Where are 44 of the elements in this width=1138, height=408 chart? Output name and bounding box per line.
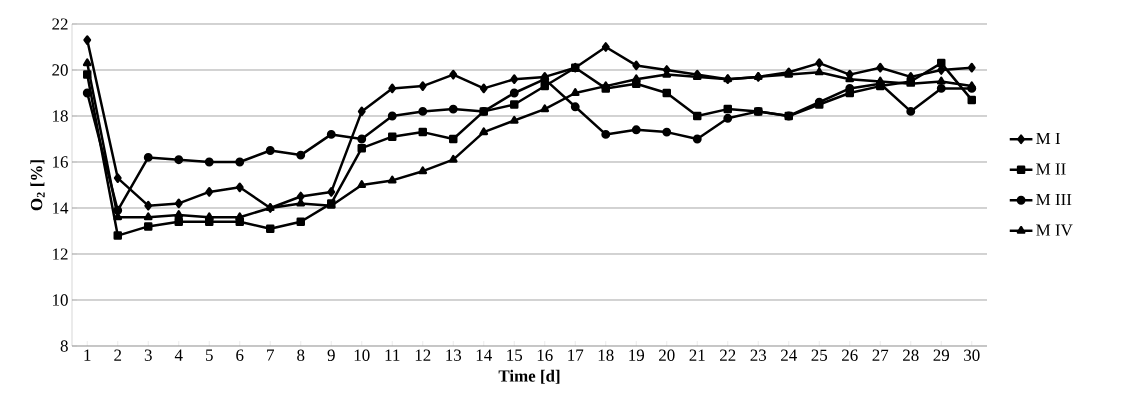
y-tick-label: 12 <box>53 248 68 260</box>
x-tick-label: 17 <box>568 349 584 361</box>
y-tick-label: 10 <box>53 294 68 306</box>
x-tick-label: 13 <box>446 349 462 361</box>
x-tick-label: 7 <box>267 349 274 361</box>
y-tick-label: 14 <box>53 202 69 214</box>
x-tick-label: 3 <box>144 349 152 361</box>
x-tick-label: 20 <box>659 349 675 361</box>
x-tick-label: 18 <box>598 349 614 361</box>
x-tick-label: 22 <box>720 349 736 361</box>
x-tick-label: 5 <box>206 349 213 361</box>
x-tick-label: 19 <box>629 349 645 361</box>
x-tick-label: 8 <box>297 349 305 361</box>
x-tick-label: 12 <box>415 349 431 361</box>
x-tick-label: 15 <box>507 349 523 361</box>
x-tick-label: 26 <box>842 349 858 361</box>
legend-label: M I <box>1036 132 1060 145</box>
x-tick-label: 16 <box>537 349 553 361</box>
x-tick-label: 1 <box>84 349 91 361</box>
x-tick-label: 28 <box>903 349 919 361</box>
y-tick-label: 16 <box>53 156 68 168</box>
x-tick-label: 6 <box>236 349 244 361</box>
x-tick-label: 2 <box>114 349 122 361</box>
legend-label: M III <box>1036 193 1072 206</box>
x-tick-label: 14 <box>476 349 492 361</box>
y-tick-label: 8 <box>60 340 68 352</box>
x-tick-label: 4 <box>174 349 183 361</box>
legend-label: M IV <box>1036 224 1073 236</box>
x-tick-label: 29 <box>933 349 950 361</box>
x-tick-label: 25 <box>811 349 828 361</box>
x-tick-label: 27 <box>872 349 889 361</box>
x-tick-label: 21 <box>689 349 705 361</box>
x-tick-label: 9 <box>327 349 335 361</box>
x-axis-title: Time [d] <box>498 369 560 384</box>
y-tick-label: 18 <box>53 110 68 122</box>
legend-label: M II <box>1036 163 1066 175</box>
x-tick-label: 30 <box>964 349 980 361</box>
y-axis-title: O$_{2}$ [%] <box>30 160 45 211</box>
x-tick-label: 24 <box>781 349 797 361</box>
y-tick-label: 20 <box>52 64 68 76</box>
y-tick-label: 22 <box>52 18 68 30</box>
x-tick-label: 11 <box>385 349 400 361</box>
x-tick-label: 10 <box>354 349 370 361</box>
x-tick-label: 23 <box>750 349 767 361</box>
